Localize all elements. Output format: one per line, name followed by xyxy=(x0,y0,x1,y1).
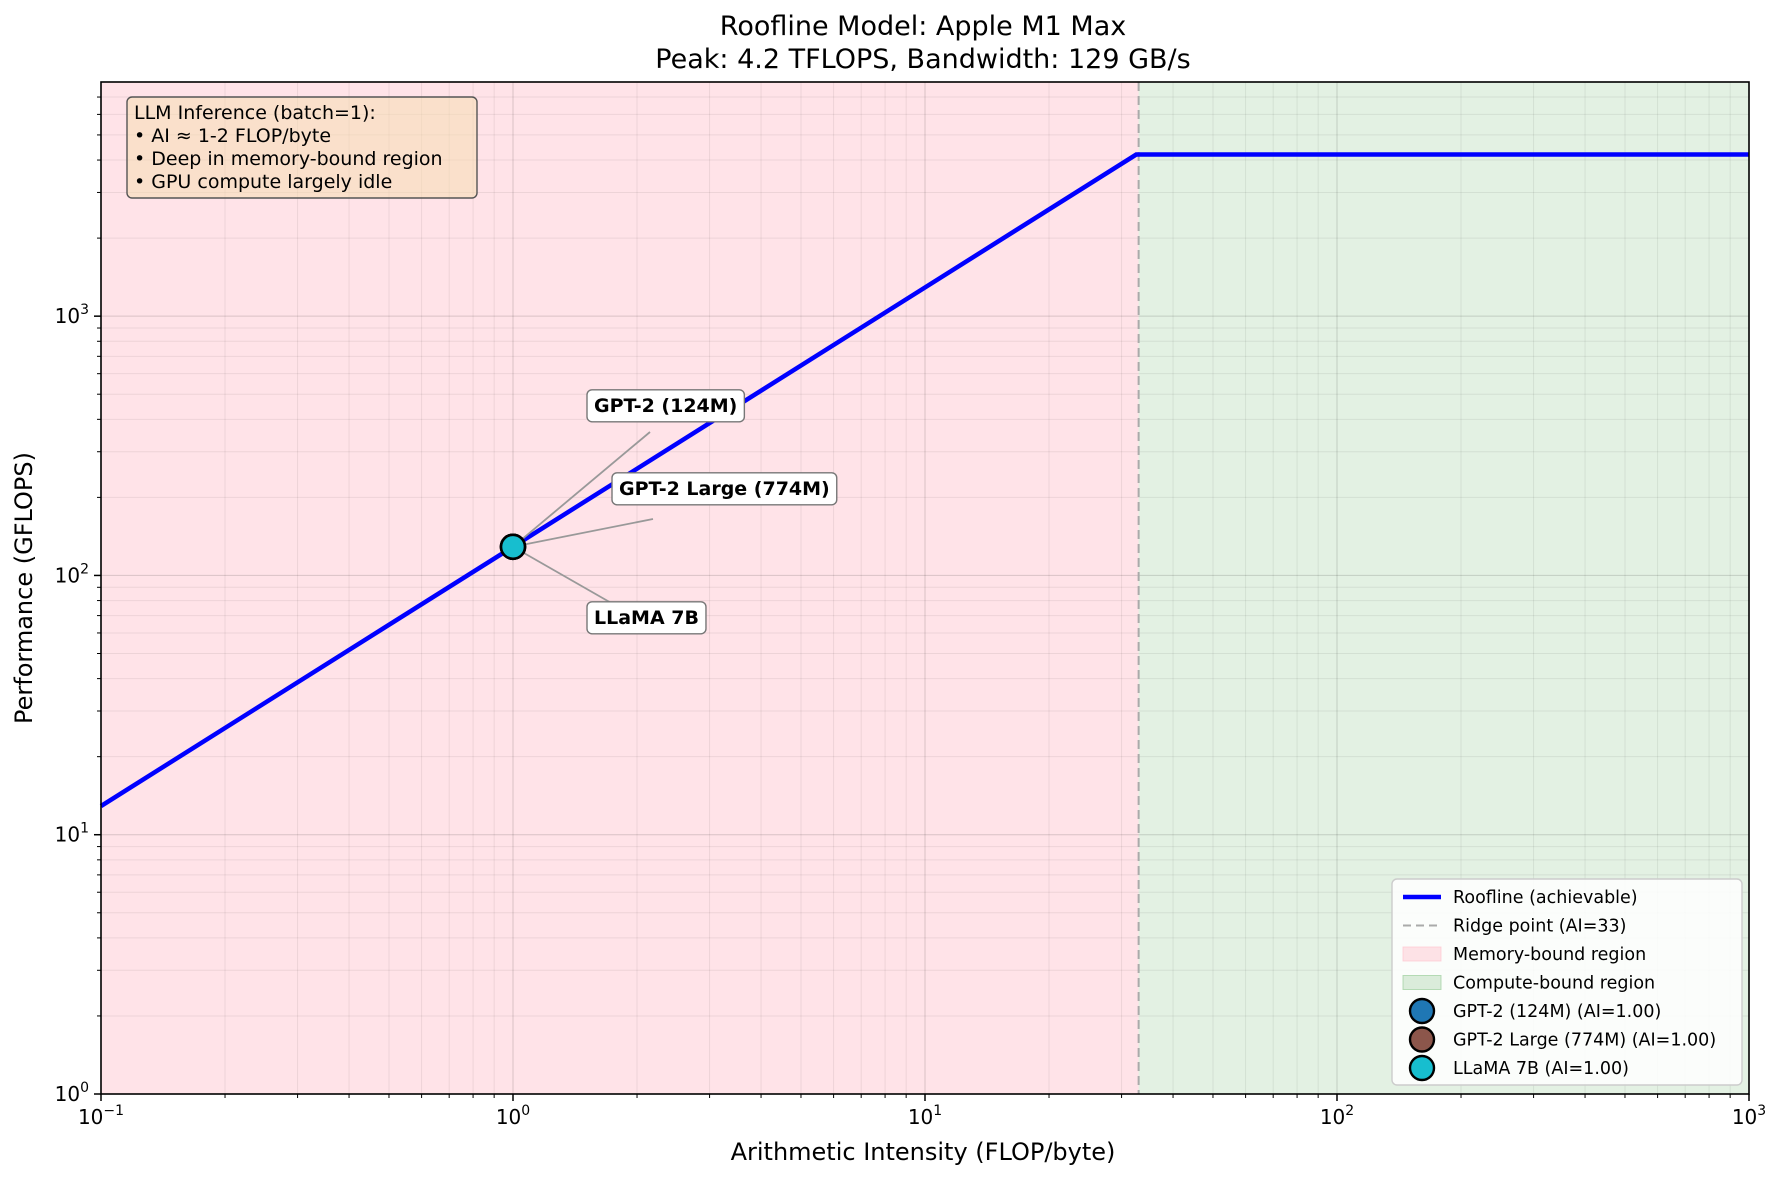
y-axis-label: Performance (GFLOPS) xyxy=(10,452,38,724)
y-tick-label: 102 xyxy=(55,561,89,587)
annotation-label: GPT-2 Large (774M) xyxy=(611,472,838,506)
annotation-text: LLaMA 7B xyxy=(594,607,699,629)
x-tick-label: 103 xyxy=(1732,1103,1766,1129)
data-point xyxy=(499,533,527,561)
legend-swatch-marker xyxy=(1408,1054,1436,1082)
annotation-arrow xyxy=(512,518,654,548)
annotation-label: GPT-2 (124M) xyxy=(586,389,746,423)
x-tick-label: 102 xyxy=(1320,1103,1354,1129)
y-tick-label: 101 xyxy=(55,821,89,847)
point-annotations: GPT-2 (124M) GPT-2 Large (774M) LLaMA 7B xyxy=(512,389,838,635)
x-tick-label: 10−1 xyxy=(78,1103,124,1129)
legend: Roofline (achievable) Ridge point (AI=33)… xyxy=(1391,878,1743,1086)
legend-label: GPT-2 (124M) (AI=1.00) xyxy=(1453,1002,1661,1022)
plot-area: GPT-2 (124M) GPT-2 Large (774M) LLaMA 7B xyxy=(99,81,1750,1095)
annotation-arrow xyxy=(512,545,621,609)
annotation-text: GPT-2 Large (774M) xyxy=(619,478,830,500)
annotation-label: LLaMA 7B xyxy=(586,601,707,635)
info-box-line: • Deep in memory-bound region xyxy=(134,148,443,170)
legend-label: LLaMA 7B (AI=1.00) xyxy=(1453,1059,1629,1079)
chart-subtitle: Peak: 4.2 TFLOPS, Bandwidth: 129 GB/s xyxy=(655,44,1190,75)
legend-label: GPT-2 Large (774M) (AI=1.00) xyxy=(1453,1031,1716,1051)
x-axis-label: Arithmetic Intensity (FLOP/byte) xyxy=(731,1138,1116,1166)
legend-swatch-marker xyxy=(1408,1026,1436,1053)
legend-background xyxy=(1391,878,1743,1086)
legend-label: Compute-bound region xyxy=(1453,974,1655,994)
x-axis-ticks: 10−1 100 101 102 103 xyxy=(78,1094,1766,1129)
info-box-line: LLM Inference (batch=1): xyxy=(134,102,376,124)
info-box-background xyxy=(126,96,478,199)
legend-swatch-patch xyxy=(1402,946,1442,962)
legend-label: Roofline (achievable) xyxy=(1453,888,1638,908)
memory-bound-region xyxy=(101,82,1139,1094)
annotation-arrow xyxy=(512,431,651,548)
annotation-box xyxy=(611,472,838,506)
x-tick-label: 101 xyxy=(908,1103,942,1129)
info-box: LLM Inference (batch=1): • AI ≈ 1-2 FLOP… xyxy=(126,96,478,199)
info-box-line: • GPU compute largely idle xyxy=(134,171,392,193)
roofline-curve xyxy=(99,152,1749,808)
info-box-line: • AI ≈ 1-2 FLOP/byte xyxy=(134,125,331,147)
chart-title: Roofline Model: Apple M1 Max xyxy=(720,11,1126,42)
data-points xyxy=(499,533,527,561)
legend-swatch-marker xyxy=(1408,997,1436,1025)
legend-swatch-patch xyxy=(1402,975,1442,990)
annotation-text: GPT-2 (124M) xyxy=(594,395,737,417)
y-tick-label: 100 xyxy=(55,1080,89,1106)
legend-label: Ridge point (AI=33) xyxy=(1453,917,1626,937)
y-axis-ticks: 100 101 102 103 xyxy=(55,96,101,1106)
legend-label: Memory-bound region xyxy=(1453,945,1646,965)
annotation-box xyxy=(586,389,746,423)
x-tick-label: 100 xyxy=(496,1103,530,1129)
y-tick-label: 103 xyxy=(55,302,89,328)
annotation-box xyxy=(586,601,707,635)
